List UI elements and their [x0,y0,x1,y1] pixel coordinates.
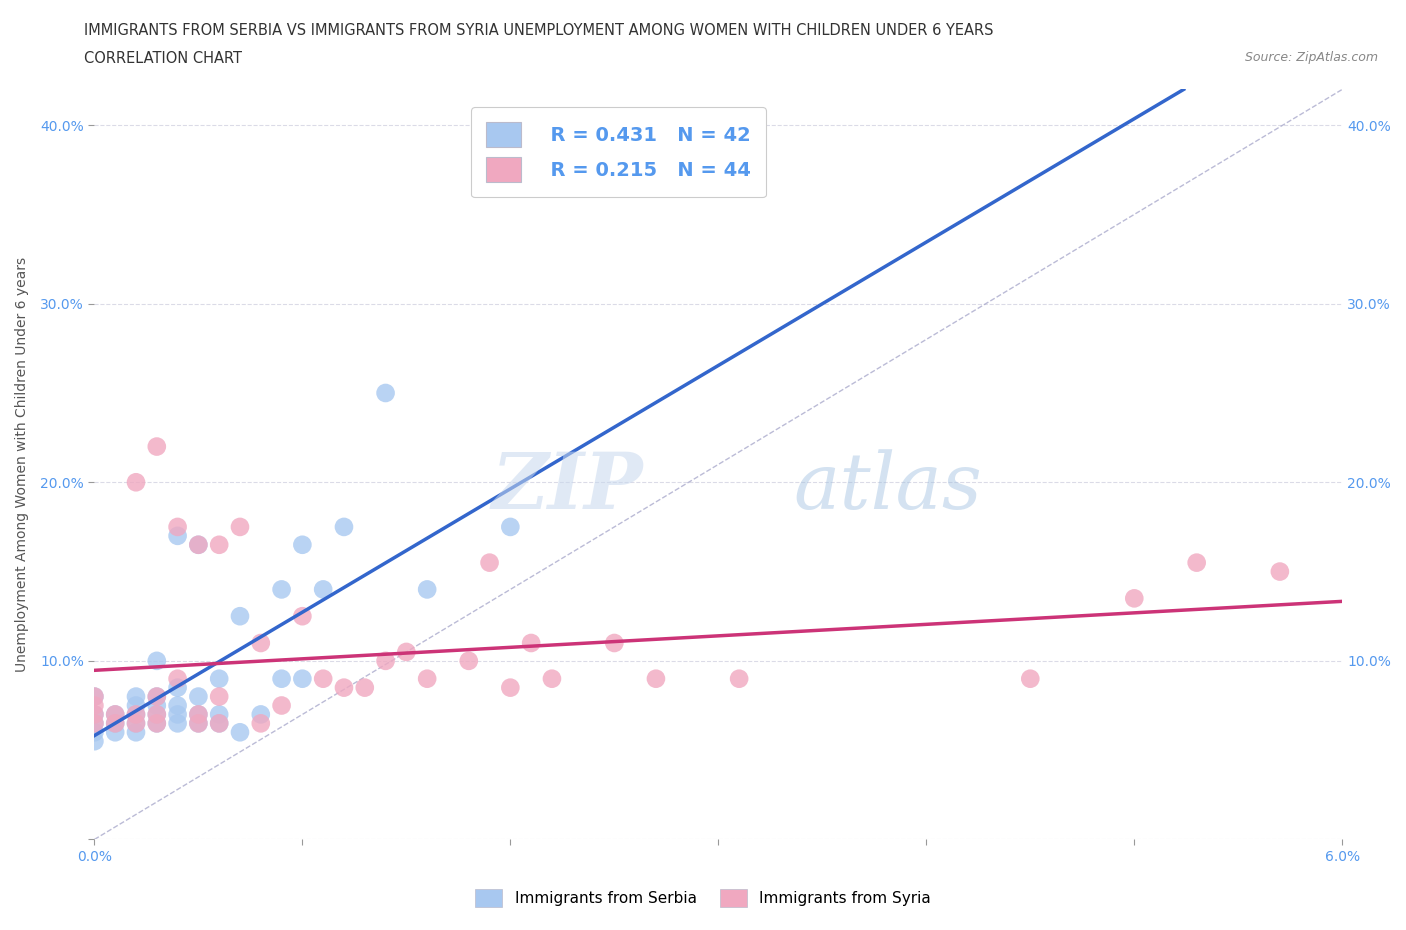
Point [166,528,188,543]
Point [645,671,668,686]
Point [125,716,148,731]
Point [208,671,231,686]
Point [187,707,209,722]
Point [208,538,231,552]
Point [83,716,105,731]
Point [146,716,169,731]
Text: Source: ZipAtlas.com: Source: ZipAtlas.com [1244,51,1378,64]
Point [208,707,231,722]
Point [457,654,479,669]
Point [333,680,356,695]
Point [125,707,148,722]
Point [1185,555,1208,570]
Point [166,680,188,695]
Point [333,520,356,535]
Point [187,716,209,731]
Y-axis label: Unemployment Among Women with Children Under 6 years: Unemployment Among Women with Children U… [15,257,30,672]
Point [229,609,252,624]
Point [166,716,188,731]
Point [229,520,252,535]
Point [146,716,169,731]
Point [249,635,271,650]
Point [104,707,127,722]
Point [187,689,209,704]
Point [125,716,148,731]
Legend:   R = 0.431   N = 42,   R = 0.215   N = 44: R = 0.431 N = 42, R = 0.215 N = 44 [471,107,766,197]
Point [187,707,209,722]
Point [146,689,169,704]
Point [83,716,105,731]
Text: CORRELATION CHART: CORRELATION CHART [84,51,242,66]
Point [187,716,209,731]
Point [353,680,375,695]
Point [1268,565,1291,579]
Point [249,707,271,722]
Point [1123,591,1146,605]
Point [146,439,169,454]
Point [520,635,543,650]
Point [166,520,188,535]
Point [187,538,209,552]
Point [83,689,105,704]
Text: ZIP: ZIP [492,448,644,525]
Point [166,671,188,686]
Point [374,654,396,669]
Point [229,724,252,739]
Point [83,689,105,704]
Point [83,698,105,713]
Legend: Immigrants from Serbia, Immigrants from Syria: Immigrants from Serbia, Immigrants from … [468,884,938,913]
Point [83,724,105,739]
Point [270,582,292,597]
Point [603,635,626,650]
Point [146,707,169,722]
Point [146,689,169,704]
Point [728,671,751,686]
Point [83,734,105,749]
Point [499,680,522,695]
Point [125,707,148,722]
Point [270,671,292,686]
Point [374,386,396,401]
Point [291,609,314,624]
Point [166,707,188,722]
Text: atlas: atlas [793,449,981,525]
Text: IMMIGRANTS FROM SERBIA VS IMMIGRANTS FROM SYRIA UNEMPLOYMENT AMONG WOMEN WITH CH: IMMIGRANTS FROM SERBIA VS IMMIGRANTS FRO… [84,23,994,38]
Point [499,520,522,535]
Point [208,689,231,704]
Point [125,724,148,739]
Point [83,707,105,722]
Point [416,671,439,686]
Point [249,716,271,731]
Point [208,716,231,731]
Point [104,716,127,731]
Point [395,644,418,659]
Point [541,671,564,686]
Point [270,698,292,713]
Point [125,698,148,713]
Point [83,707,105,722]
Point [104,724,127,739]
Point [1019,671,1042,686]
Point [416,582,439,597]
Point [125,475,148,490]
Point [146,654,169,669]
Point [478,555,501,570]
Point [146,707,169,722]
Point [312,671,335,686]
Point [291,538,314,552]
Point [312,582,335,597]
Point [104,707,127,722]
Point [208,716,231,731]
Point [104,716,127,731]
Point [125,689,148,704]
Point [291,671,314,686]
Point [187,538,209,552]
Point [146,698,169,713]
Point [166,698,188,713]
